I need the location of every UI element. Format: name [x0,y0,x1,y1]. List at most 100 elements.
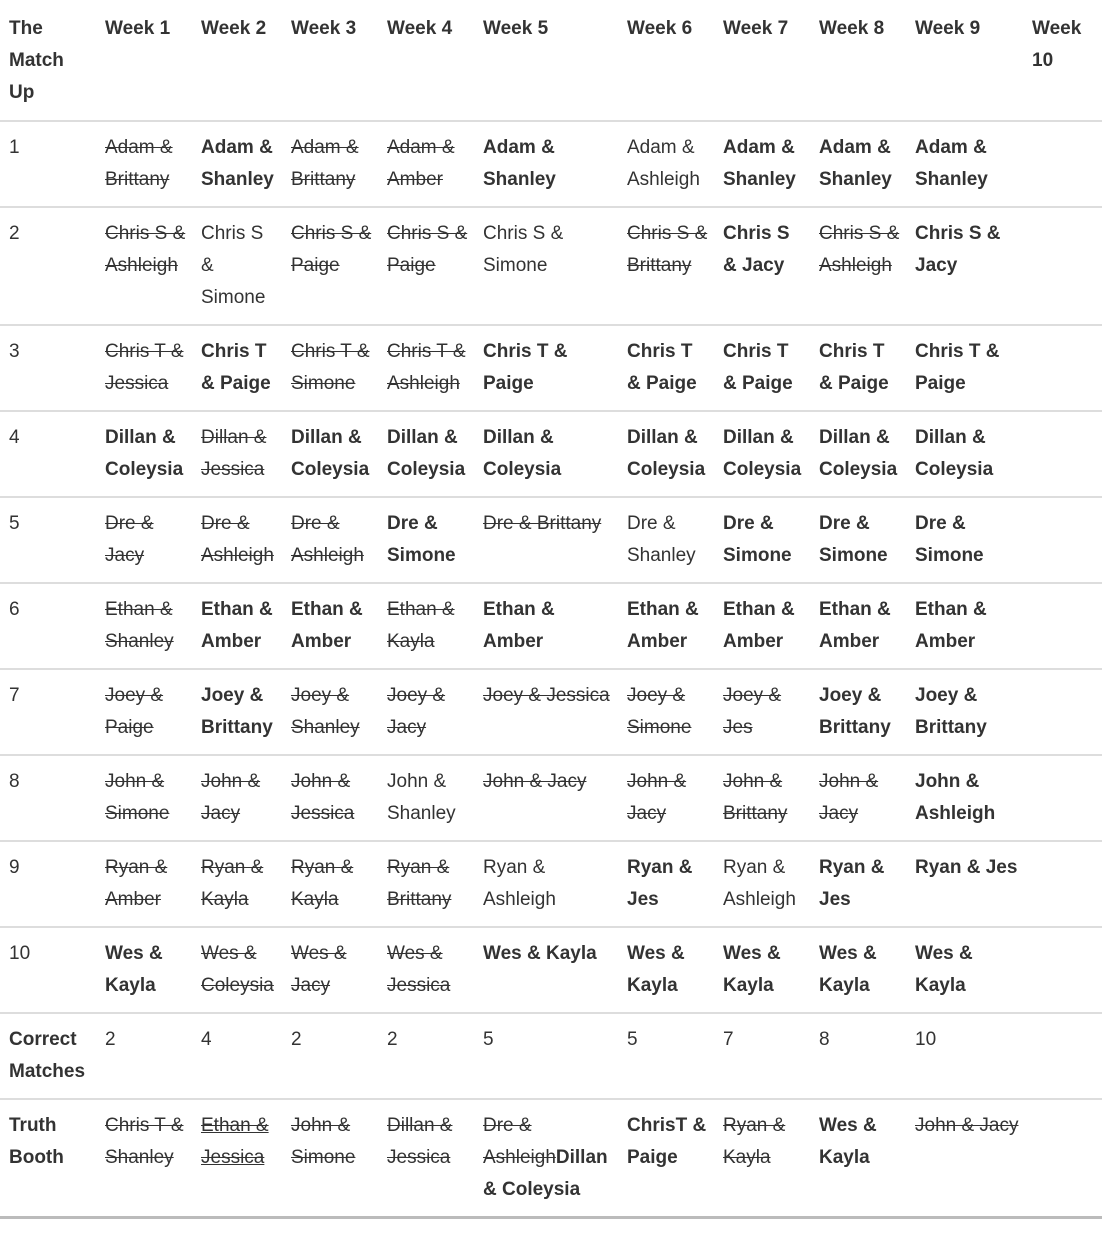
eliminated-match: Dre & Jacy [105,513,154,566]
eliminated-match: Joey & Paige [105,685,164,738]
match-cell: Wes & Kayla [474,927,618,1014]
eliminated-match: John & Simone [105,771,170,824]
match-cell: Chris T & Jessica [96,325,192,412]
eliminated-match: Dre & Ashleigh [201,513,274,566]
match-cell [1023,927,1102,1014]
eliminated-match: Ryan & Kayla [291,857,354,910]
match-cell: Joey & Jes [714,669,810,756]
match-cell: Ryan & Kayla [282,841,378,928]
row-label: 8 [0,755,96,842]
eliminated-match: Wes & Jessica [387,943,451,996]
match-cell [1023,325,1102,412]
match-cell: Dillan & Coleysia [906,411,1023,498]
match-cell: John & Simone [96,755,192,842]
match-cell: 2 [378,1013,474,1100]
match-cell: Wes & Kayla [906,927,1023,1014]
match-text: Ryan & Ashleigh [483,857,556,910]
confirmed-match: Adam & Shanley [483,137,556,190]
confirmed-match: Dre & Simone [819,513,888,566]
match-cell: Ethan & Jessica [192,1099,282,1219]
match-cell: Adam & Brittany [282,121,378,208]
header-week-6: Week 6 [618,2,714,122]
eliminated-match: Ryan & Amber [105,857,168,910]
confirmed-match: Dillan & Coleysia [483,1147,608,1200]
match-cell: John & Jessica [282,755,378,842]
table-row: 2 Chris S & Ashleigh Chris S & Simone Chris… [0,207,1102,326]
eliminated-match: Joey & Shanley [291,685,360,738]
confirmed-match: Dre & Simone [915,513,984,566]
match-cell: Chris S & Jacy [714,207,810,326]
match-cell: Ethan & Amber [810,583,906,670]
match-cell: 8 [810,1013,906,1100]
eliminated-match: John & Jacy [627,771,687,824]
confirmed-match: Ethan & Amber [483,599,555,652]
confirmed-match: Ethan & Amber [291,599,363,652]
eliminated-match: Ethan & Shanley [105,599,174,652]
match-cell: Joey & Brittany [810,669,906,756]
match-cell: Joey & Shanley [282,669,378,756]
match-cell: Dillan & Coleysia [714,411,810,498]
table-row: 10 Wes & Kayla Wes & Coleysia Wes & Jacy Wes… [0,927,1102,1014]
match-cell: Wes & Jacy [282,927,378,1014]
table-row: 9 Ryan & Amber Ryan & Kayla Ryan & Kayla Rya… [0,841,1102,928]
match-cell: Dre & Simone [714,497,810,584]
confirmed-match: Chris S & Jacy [915,223,1001,276]
match-text: 2 [387,1029,398,1050]
header-week-3: Week 3 [282,2,378,122]
match-text: 2 [105,1029,116,1050]
confirmed-match: Dillan & Coleysia [819,427,898,480]
confirmed-match: Dre & Simone [723,513,792,566]
match-cell: Ryan & Amber [96,841,192,928]
match-cell: Dillan & Coleysia [618,411,714,498]
eliminated-match: Dillan & Jessica [387,1115,453,1168]
match-cell: Dillan & Jessica [378,1099,474,1219]
match-text: 8 [819,1029,830,1050]
confirmed-match: Wes & Kayla [915,943,973,996]
match-cell: 2 [282,1013,378,1100]
match-cell: Dillan & Coleysia [282,411,378,498]
table-row: 5 Dre & Jacy Dre & Ashleigh Dre & Ashleigh D… [0,497,1102,584]
match-cell: Dre & AshleighDillan & Coleysia [474,1099,618,1219]
match-cell: Dre & Shanley [618,497,714,584]
match-cell: John & Jacy [474,755,618,842]
match-cell: Chris T & Paige [714,325,810,412]
confirmed-match: Wes & Kayla [483,943,597,964]
match-cell [1023,1013,1102,1100]
match-cell: Dillan & Coleysia [474,411,618,498]
match-cell: 2 [96,1013,192,1100]
confirmed-match: Chris T & Paige [483,341,568,394]
match-text: 5 [483,1029,494,1050]
row-label: Correct Matches [0,1013,96,1100]
match-text: 2 [291,1029,302,1050]
confirmed-match: Wes & Kayla [627,943,685,996]
match-cell: Dillan & Jessica [192,411,282,498]
match-cell: Dre & Ashleigh [192,497,282,584]
match-cell: Ryan & Kayla [714,1099,810,1219]
confirmed-match: Wes & Kayla [819,943,877,996]
match-cell [1023,583,1102,670]
match-cell: Adam & Shanley [192,121,282,208]
match-cell: Chris S & Ashleigh [96,207,192,326]
match-cell: Joey & Brittany [192,669,282,756]
match-cell: Ryan & Ashleigh [714,841,810,928]
eliminated-match: Chris T & Shanley [105,1115,184,1168]
confirmed-match: Ethan & Amber [723,599,795,652]
table-row: 1 Adam & Brittany Adam & Shanley Adam & Bri… [0,121,1102,208]
match-cell: Ryan & Brittany [378,841,474,928]
match-cell: John & Shanley [378,755,474,842]
match-cell: Ethan & Kayla [378,583,474,670]
match-text: Adam & Ashleigh [627,137,700,190]
match-cell: Adam & Shanley [906,121,1023,208]
match-cell [1023,1099,1102,1219]
match-cell: Ethan & Amber [714,583,810,670]
match-cell: John & Jacy [618,755,714,842]
match-cell: 5 [618,1013,714,1100]
eliminated-match: Wes & Coleysia [201,943,274,996]
confirmed-match: Chris T & Paige [915,341,1000,394]
match-cell: Adam & Amber [378,121,474,208]
eliminated-match: Ryan & Kayla [723,1115,786,1168]
confirmed-match: Wes & Kayla [819,1115,877,1168]
confirmed-match: Adam & Shanley [201,137,274,190]
confirmed-match: Dillan & Coleysia [291,427,370,480]
